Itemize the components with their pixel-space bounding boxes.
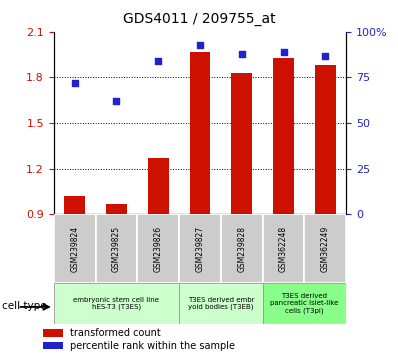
Bar: [106, 204, 127, 214]
Text: GSM239826: GSM239826: [154, 225, 163, 272]
Text: percentile rank within the sample: percentile rank within the sample: [70, 341, 234, 351]
Bar: [263, 283, 346, 324]
Bar: [64, 196, 85, 214]
Bar: [231, 73, 252, 214]
Bar: [137, 214, 179, 283]
Bar: [96, 214, 137, 283]
Point: [238, 51, 245, 57]
Bar: [148, 158, 169, 214]
Bar: [304, 214, 346, 283]
Point: [322, 53, 328, 58]
Point: [113, 98, 119, 104]
Text: GSM239824: GSM239824: [70, 225, 79, 272]
Point: [197, 42, 203, 47]
Text: GSM362248: GSM362248: [279, 225, 288, 272]
Bar: [189, 52, 211, 214]
Text: T3ES derived embr
yoid bodies (T3EB): T3ES derived embr yoid bodies (T3EB): [187, 297, 254, 310]
Bar: [43, 342, 62, 349]
Bar: [221, 214, 263, 283]
Bar: [315, 65, 336, 214]
Bar: [179, 214, 221, 283]
Text: cell type: cell type: [2, 301, 47, 311]
Text: GSM239828: GSM239828: [237, 226, 246, 272]
Point: [72, 80, 78, 86]
Bar: [54, 214, 96, 283]
Bar: [43, 329, 62, 337]
Text: embryonic stem cell line
hES-T3 (T3ES): embryonic stem cell line hES-T3 (T3ES): [73, 297, 160, 310]
Text: GDS4011 / 209755_at: GDS4011 / 209755_at: [123, 12, 275, 27]
Text: GSM239827: GSM239827: [195, 225, 205, 272]
Text: GSM239825: GSM239825: [112, 225, 121, 272]
Bar: [263, 214, 304, 283]
Bar: [273, 58, 294, 214]
Text: transformed count: transformed count: [70, 328, 160, 338]
Text: T3ES derived
pancreatic islet-like
cells (T3pi): T3ES derived pancreatic islet-like cells…: [270, 293, 339, 314]
Point: [280, 49, 287, 55]
Bar: [179, 283, 263, 324]
Text: GSM362249: GSM362249: [321, 225, 330, 272]
Point: [155, 58, 162, 64]
Bar: [54, 283, 179, 324]
